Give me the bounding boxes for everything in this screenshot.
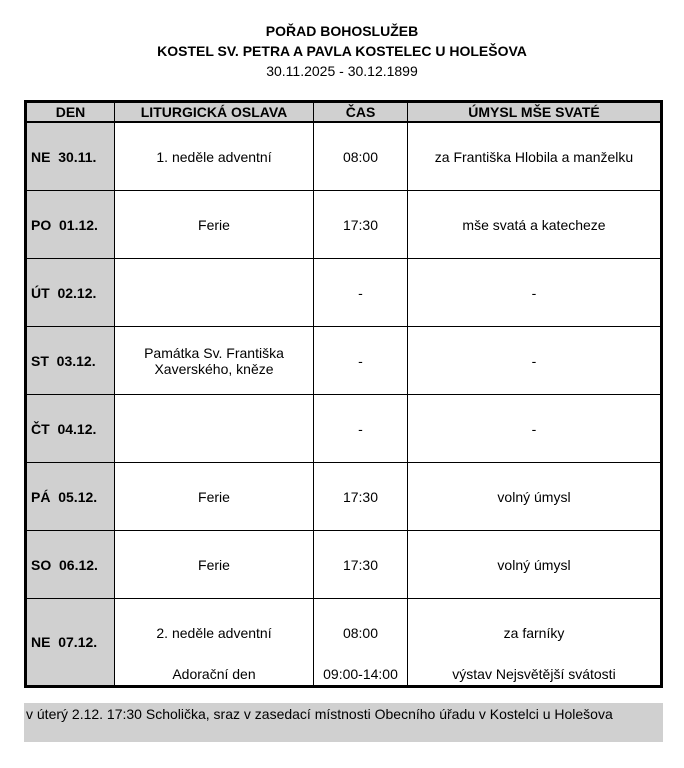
celebration-cell: 2. neděle adventní Adorační den (114, 598, 314, 687)
table-row: NE 07.12. 2. neděle adventní Adorační den… (25, 598, 662, 687)
column-header-celebration: LITURGICKÁ OSLAVA (114, 101, 314, 123)
intention-cell: volný úmysl (407, 462, 662, 531)
day-cell: ST 03.12. (25, 326, 115, 395)
day-cell: ČT 04.12. (25, 394, 115, 463)
intention-text-2: výstav Nejsvětější svátosti (452, 666, 616, 682)
celebration-cell (114, 394, 314, 463)
time-cell: 08:00 (313, 121, 408, 191)
day-cell: PO 01.12. (25, 190, 115, 259)
day-cell: PÁ 05.12. (25, 462, 115, 531)
celebration-text-2: Adorační den (172, 666, 256, 682)
table-row: NE 30.11. 1. neděle adventní 08:00 za Frant… (25, 121, 662, 191)
table-row: ST 03.12. Památka Sv. Františka Xaverskéh… (25, 326, 662, 395)
time-cell: - (313, 258, 408, 327)
table-row: PÁ 05.12. Ferie 17:30 volný úmysl (25, 462, 662, 531)
time-cell: 17:30 (313, 530, 408, 599)
table-row: PO 01.12. Ferie 17:30 mše svatá a katecheze (25, 190, 662, 259)
intention-cell: mše svatá a katecheze (407, 190, 662, 259)
header-row: DEN LITURGICKÁ OSLAVA ČAS ÚMYSL MŠE SVAT… (25, 101, 662, 123)
church-name: KOSTEL SV. PETRA A PAVLA KOSTELEC U HOLE… (157, 43, 527, 59)
celebration-cell: 1. neděle adventní (114, 121, 314, 191)
column-header-time: ČAS (313, 101, 408, 123)
announcement-note: v úterý 2.12. 17:30 Scholička, sraz v za… (24, 703, 663, 742)
intention-cell: za farníky výstav Nejsvětější svátosti (407, 598, 662, 687)
table-row: ÚT 02.12. - - (25, 258, 662, 327)
time-cell: 17:30 (313, 462, 408, 531)
intention-cell: - (407, 394, 662, 463)
time-cell: - (313, 394, 408, 463)
document-title: POŘAD BOHOSLUŽEB (265, 23, 419, 39)
day-cell: SO 06.12. (25, 530, 115, 599)
celebration-cell: Památka Sv. Františka Xaverského, kněze (114, 326, 314, 395)
column-header-day: DEN (25, 101, 115, 123)
celebration-text: 2. neděle adventní (156, 625, 272, 641)
day-cell: NE 07.12. (25, 598, 115, 687)
time-text: 08:00 (342, 625, 379, 641)
schedule-table: DEN LITURGICKÁ OSLAVA ČAS ÚMYSL MŠE SVAT… (24, 100, 663, 688)
time-cell: 08:00 09:00-14:00 (313, 598, 408, 687)
celebration-cell: Ferie (114, 462, 314, 531)
intention-cell: za Františka Hlobila a manželku (407, 121, 662, 191)
celebration-cell (114, 258, 314, 327)
column-header-intention: ÚMYSL MŠE SVATÉ (407, 101, 662, 123)
intention-cell: volný úmysl (407, 530, 662, 599)
celebration-cell: Ferie (114, 190, 314, 259)
day-cell: ÚT 02.12. (25, 258, 115, 327)
intention-cell: - (407, 258, 662, 327)
time-text-2: 09:00-14:00 (323, 666, 398, 682)
intention-text: za farníky (503, 625, 565, 641)
celebration-cell: Ferie (114, 530, 314, 599)
intention-cell: - (407, 326, 662, 395)
date-range: 30.11.2025 - 30.12.1899 (266, 63, 418, 79)
table-row: ČT 04.12. - - (25, 394, 662, 463)
day-cell: NE 30.11. (25, 121, 115, 191)
table-row: SO 06.12. Ferie 17:30 volný úmysl (25, 530, 662, 599)
time-cell: - (313, 326, 408, 395)
time-cell: 17:30 (313, 190, 408, 259)
